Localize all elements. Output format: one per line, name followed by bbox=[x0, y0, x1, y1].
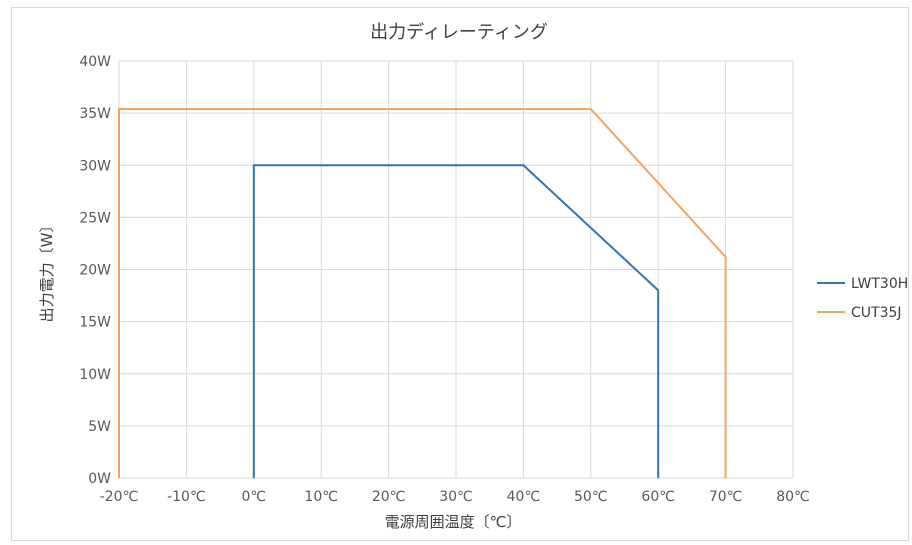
x-tick-label: 70℃ bbox=[709, 489, 743, 505]
series-line-lwt30h bbox=[252, 164, 660, 478]
chart-title: 出力ディレーティング bbox=[370, 22, 548, 43]
x-tick-label: 50℃ bbox=[574, 489, 608, 505]
y-tick-label: 15W bbox=[79, 315, 111, 331]
y-tick-labels: 0W 5W 10W 15W 20W 25W 30W 35W 40W bbox=[79, 54, 111, 487]
y-tick-label: 5W bbox=[88, 419, 111, 435]
y-axis-title: 出力電力〔W〕 bbox=[38, 218, 56, 323]
y-tick-label: 25W bbox=[79, 210, 111, 226]
y-tick-label: 20W bbox=[79, 263, 111, 279]
x-axis-title: 電源周囲温度〔℃〕 bbox=[385, 513, 522, 531]
x-tick-label: 80℃ bbox=[776, 489, 810, 505]
legend: LWT30H CUT35J bbox=[817, 276, 908, 321]
series-line-cut35j bbox=[118, 107, 727, 478]
x-tick-labels: -20℃ -10℃ 0℃ 10℃ 20℃ 30℃ 40℃ 50℃ 60℃ 70℃ 80℃ bbox=[100, 489, 810, 505]
derating-chart: 出力ディレーティング -20℃ -10℃ 0℃ 10℃ 20℃ 30℃ 40℃ 50℃ 60℃ 7… bbox=[38, 22, 908, 531]
x-tick-label: 0℃ bbox=[241, 489, 266, 505]
grid-lines bbox=[118, 60, 794, 479]
x-tick-label: 40℃ bbox=[507, 489, 541, 505]
series-lines bbox=[118, 107, 727, 478]
x-tick-label: 30℃ bbox=[439, 489, 473, 505]
y-tick-label: 35W bbox=[79, 106, 111, 122]
y-tick-label: 40W bbox=[79, 54, 111, 70]
y-tick-label: 30W bbox=[79, 158, 111, 174]
y-tick-label: 0W bbox=[88, 471, 111, 487]
x-tick-label: 60℃ bbox=[641, 489, 675, 505]
y-tick-label: 10W bbox=[79, 367, 111, 383]
x-tick-label: -10℃ bbox=[167, 489, 206, 505]
legend-label: LWT30H bbox=[851, 276, 908, 292]
legend-label: CUT35J bbox=[851, 305, 902, 321]
x-tick-label: 20℃ bbox=[372, 489, 406, 505]
chart-frame: 出力ディレーティング -20℃ -10℃ 0℃ 10℃ 20℃ 30℃ 40℃ 50℃ 60℃ 7… bbox=[11, 7, 909, 541]
x-tick-label: -20℃ bbox=[100, 489, 139, 505]
x-tick-label: 10℃ bbox=[304, 489, 338, 505]
